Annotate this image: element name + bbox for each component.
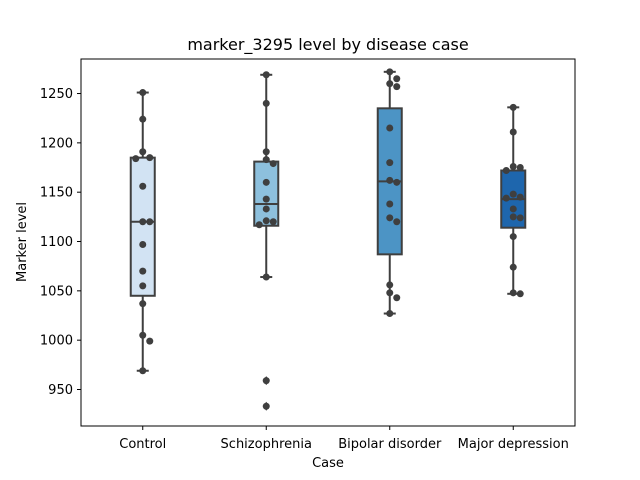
data-point: [509, 263, 517, 271]
data-point: [386, 159, 394, 167]
data-point: [262, 377, 270, 385]
iqr-box: [253, 160, 280, 227]
data-point: [386, 214, 394, 222]
data-point: [262, 205, 270, 213]
x-axis-label: Case: [312, 456, 344, 471]
data-point: [386, 200, 394, 208]
data-point: [509, 233, 517, 241]
data-point: [262, 71, 270, 79]
data-point: [146, 337, 154, 345]
data-point: [386, 68, 394, 76]
data-point: [262, 156, 270, 164]
data-point: [255, 221, 263, 229]
data-point: [502, 166, 510, 174]
y-tick-label: 1150: [40, 186, 73, 201]
x-tick-label: Bipolar disorder: [338, 437, 442, 452]
data-point: [516, 290, 524, 298]
data-point: [139, 182, 147, 190]
y-tick-label: 1200: [40, 136, 73, 151]
data-point: [386, 124, 394, 132]
data-point: [386, 80, 394, 88]
data-point: [146, 218, 154, 226]
chart-title: marker_3295 level by disease case: [187, 35, 468, 55]
y-tick-label: 1100: [40, 235, 73, 250]
data-point: [393, 218, 401, 226]
x-tick-label: Schizophrenia: [221, 437, 312, 452]
data-point: [132, 155, 140, 163]
y-tick-label: 1000: [40, 334, 73, 349]
data-point: [262, 217, 270, 225]
plot-area: 950 1000 1050 1100 1150 1200 1250 Control Schizo…: [40, 68, 569, 452]
data-point: [509, 163, 517, 171]
data-point: [139, 218, 147, 226]
data-point: [139, 240, 147, 248]
y-tick-label: 950: [48, 383, 73, 398]
data-point: [269, 160, 277, 168]
x-tick-label: Major depression: [458, 437, 569, 452]
data-point: [146, 154, 154, 162]
data-point: [269, 218, 277, 226]
data-point: [516, 193, 524, 201]
data-point: [262, 273, 270, 281]
data-point: [509, 213, 517, 221]
data-point: [139, 89, 147, 97]
data-point: [262, 148, 270, 156]
y-tick-label: 1050: [40, 284, 73, 299]
data-point: [262, 99, 270, 107]
data-point: [262, 178, 270, 186]
data-point: [262, 195, 270, 203]
data-point: [393, 178, 401, 186]
data-point: [262, 402, 270, 410]
data-point: [139, 367, 147, 375]
data-point: [502, 194, 510, 202]
data-point: [139, 282, 147, 290]
iqr-box: [129, 156, 156, 297]
data-point: [386, 176, 394, 184]
data-point: [393, 294, 401, 302]
data-point: [139, 267, 147, 275]
data-point: [139, 331, 147, 339]
data-point: [139, 300, 147, 308]
data-point: [139, 148, 147, 156]
data-point: [516, 214, 524, 222]
data-point: [386, 281, 394, 289]
data-point: [393, 75, 401, 83]
data-point: [509, 128, 517, 136]
plot-frame: [80, 58, 576, 427]
x-tick-label: Control: [119, 437, 166, 452]
data-point: [139, 115, 147, 123]
y-tick-label: 1250: [40, 87, 73, 102]
data-point: [509, 205, 517, 213]
data-point: [509, 103, 517, 111]
data-point: [386, 310, 394, 318]
data-point: [509, 190, 517, 198]
data-point: [516, 164, 524, 172]
data-point: [393, 83, 401, 91]
y-axis-label: Marker level: [15, 202, 30, 282]
data-point: [509, 289, 517, 297]
data-point: [386, 289, 394, 297]
